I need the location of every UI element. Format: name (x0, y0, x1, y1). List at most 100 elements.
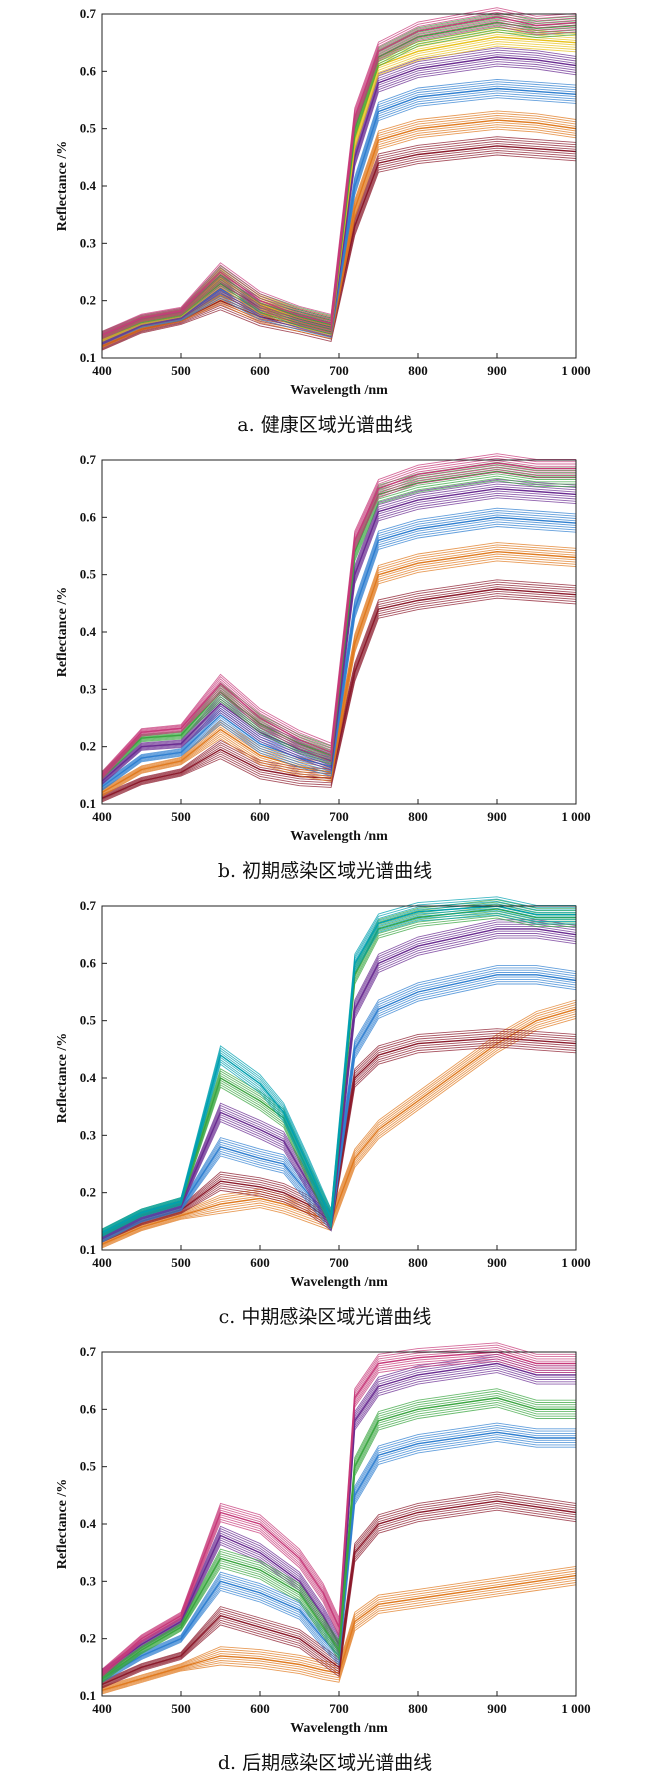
y-tick-label: 0.1 (80, 1688, 96, 1703)
series-line (101, 18, 577, 337)
series-line (101, 595, 577, 802)
series-line (101, 25, 577, 340)
x-tick-label: 700 (329, 1701, 349, 1716)
x-tick-label: 600 (250, 809, 270, 824)
series-line (101, 935, 577, 1239)
x-axis-label: Wavelength /nm (290, 1721, 388, 1736)
y-tick-label: 0.7 (80, 452, 97, 467)
series-group (101, 7, 577, 351)
series-line (101, 1505, 577, 1687)
series-line (101, 1397, 576, 1680)
x-tick-label: 500 (171, 809, 191, 824)
series-line (101, 1039, 577, 1240)
series-line (101, 1042, 577, 1241)
series-line (101, 1390, 576, 1677)
x-tick-label: 900 (487, 809, 507, 824)
series-line (101, 1584, 577, 1695)
series-line (101, 896, 576, 1230)
y-tick-label: 0.7 (80, 6, 97, 21)
x-tick-label: 400 (92, 1255, 112, 1270)
series-line (101, 1500, 577, 1686)
series-line (101, 1395, 576, 1679)
series-line (101, 477, 576, 779)
series-line (101, 21, 577, 338)
x-tick-label: 600 (250, 1701, 270, 1716)
chart-panel: 400 500 600 700 800 900 1 000 0.1 0.2 0.3 0.4 0.5 0.… (0, 446, 650, 886)
series-line (101, 7, 577, 332)
x-tick-label: 1 000 (561, 363, 590, 378)
chart-panel: 400 500 600 700 800 900 1 000 0.1 0.2 0.3 0.4 0.5 0.… (0, 1338, 650, 1778)
series-line (101, 14, 577, 335)
series-line (101, 597, 577, 803)
y-tick-label: 0.5 (80, 1013, 97, 1028)
series-line (101, 16, 577, 336)
x-axis-label: Wavelength /nm (290, 383, 388, 398)
series-line (101, 1509, 577, 1689)
series-line (101, 1438, 576, 1682)
y-tick-label: 0.4 (80, 624, 97, 639)
series-line (101, 1570, 577, 1689)
series-line (101, 521, 577, 789)
series-group (101, 1342, 577, 1695)
series-line (101, 1579, 577, 1693)
series-line (101, 31, 577, 340)
x-tick-label: 900 (487, 1701, 507, 1716)
y-tick-label: 0.7 (80, 898, 97, 913)
chart-panel: 400 500 600 700 800 900 1 000 0.1 0.2 0.3 0.4 0.5 0.… (0, 892, 650, 1332)
y-tick-label: 0.3 (80, 1127, 97, 1142)
x-tick-label: 1 000 (561, 1255, 590, 1270)
x-tick-label: 400 (92, 1701, 112, 1716)
y-tick-label: 0.3 (80, 681, 97, 696)
series-line (101, 1360, 576, 1673)
x-axis-label: Wavelength /nm (290, 1275, 388, 1290)
y-tick-label: 0.4 (80, 1516, 97, 1531)
y-tick-label: 0.5 (80, 1459, 97, 1474)
x-tick-label: 800 (408, 1701, 428, 1716)
y-tick-label: 0.2 (80, 739, 96, 754)
series-line (101, 914, 576, 1237)
series-line (101, 1440, 576, 1683)
series-line (101, 1436, 576, 1681)
series-line (101, 523, 577, 790)
series-line (101, 11, 577, 334)
series-line (101, 480, 576, 780)
y-tick-label: 0.6 (80, 509, 97, 524)
series-line (101, 910, 576, 1236)
figure-caption: b. 初期感染区域光谱曲线 (217, 860, 433, 882)
series-line (101, 526, 577, 791)
series-line (101, 1342, 576, 1670)
chart-svg: 400 500 600 700 800 900 1 000 0.1 0.2 0.3 0.4 0.5 0.… (55, 1342, 591, 1736)
series-line (101, 974, 577, 1240)
y-tick-label: 0.5 (80, 567, 97, 582)
x-tick-label: 600 (250, 1255, 270, 1270)
series-line (101, 23, 577, 339)
series-line (101, 497, 577, 786)
series-line (101, 978, 577, 1241)
x-tick-label: 500 (171, 363, 191, 378)
series-line (101, 983, 577, 1243)
series-line (101, 593, 577, 801)
x-tick-label: 800 (408, 363, 428, 378)
chart-panel: 400 500 600 700 800 900 1 000 0.1 0.2 0.3 0.4 0.5 0.… (0, 0, 650, 440)
y-tick-label: 0.3 (80, 235, 97, 250)
series-line (101, 912, 576, 1237)
series-line (101, 464, 576, 777)
chart-svg: 400 500 600 700 800 900 1 000 0.1 0.2 0.3 0.4 0.5 0.… (55, 6, 591, 398)
series-line (101, 97, 577, 345)
x-tick-label: 900 (487, 1255, 507, 1270)
series-line (101, 154, 577, 351)
series-line (101, 555, 577, 795)
series-line (101, 921, 577, 1234)
y-tick-label: 0.6 (80, 63, 97, 78)
x-tick-label: 700 (329, 1255, 349, 1270)
series-line (101, 492, 577, 784)
series-line (101, 471, 576, 780)
series-line (101, 65, 577, 345)
y-tick-label: 0.2 (80, 1185, 96, 1200)
series-line (101, 469, 576, 779)
series-line (101, 495, 577, 785)
x-tick-label: 500 (171, 1701, 191, 1716)
x-tick-label: 400 (92, 809, 112, 824)
y-tick-label: 0.5 (80, 121, 97, 136)
x-tick-label: 700 (329, 363, 349, 378)
